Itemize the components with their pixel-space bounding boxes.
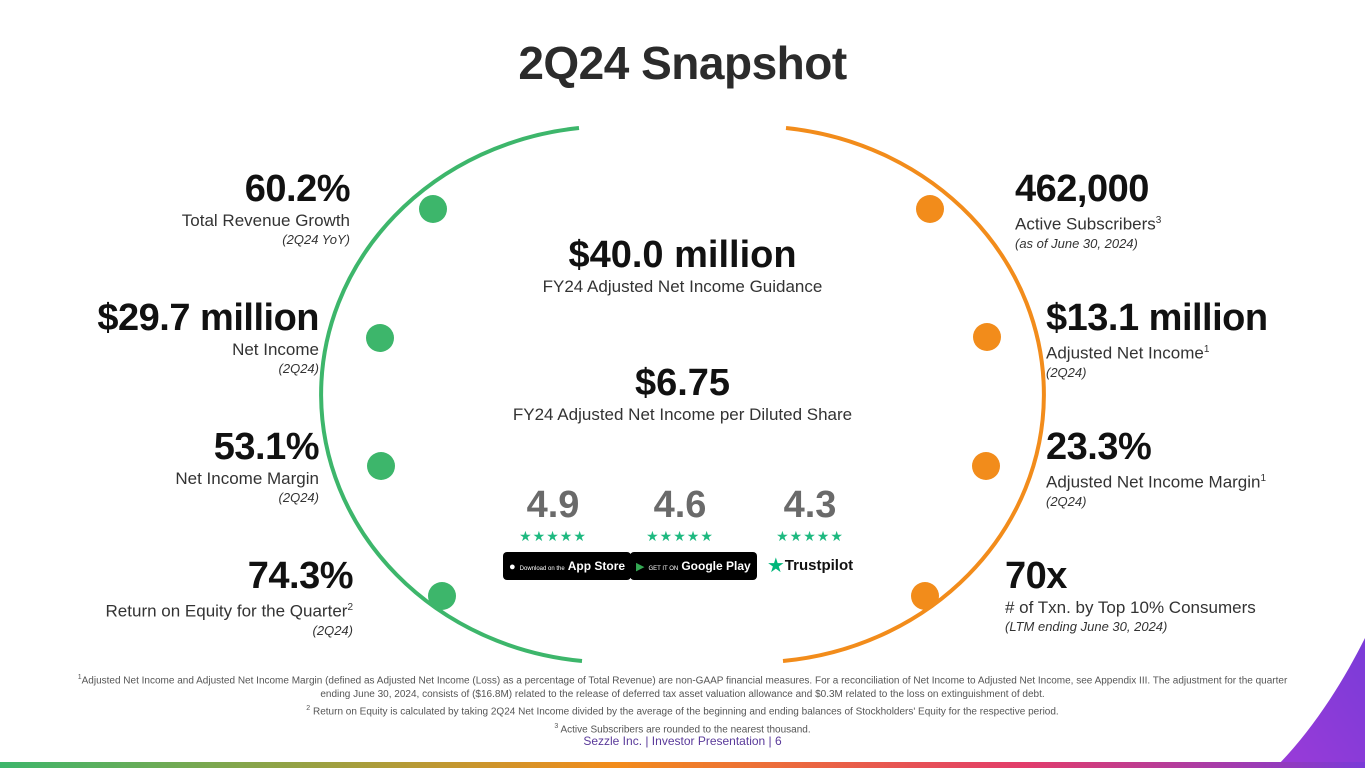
rating-value: 4.9 bbox=[526, 484, 580, 526]
footnote-ref: 3 bbox=[1155, 215, 1162, 226]
metric-label: Net Income Margin bbox=[175, 469, 319, 488]
orange-arc bbox=[782, 126, 1046, 663]
metric-note: (2Q24) bbox=[1046, 364, 1087, 380]
orange-dot bbox=[916, 195, 944, 223]
metric-label: Active Subscribers3 bbox=[1015, 214, 1162, 234]
footnotes: 1Adjusted Net Income and Adjusted Net In… bbox=[70, 671, 1295, 737]
metric-note: (as of June 30, 2024) bbox=[1015, 235, 1138, 251]
metric-value: $13.1 million bbox=[1046, 297, 1268, 339]
metric-net-income-margin: 53.1% Net Income Margin (2Q24) bbox=[0, 426, 319, 506]
metric-value: 60.2% bbox=[244, 168, 351, 210]
metric-note: (LTM ending June 30, 2024) bbox=[1005, 619, 1168, 634]
metric-adjusted-net-income: $13.1 million Adjusted Net Income1 (2Q24… bbox=[1046, 297, 1365, 381]
metric-revenue-growth: 60.2% Total Revenue Growth (2Q24 YoY) bbox=[0, 168, 351, 248]
metric-txn-top-consumers: 70x # of Txn. by Top 10% Consumers (LTM … bbox=[1005, 555, 1345, 635]
guidance-net-income: $40.0 million FY24 Adjusted Net Income G… bbox=[430, 234, 935, 298]
trustpilot-star-icon: ★ bbox=[766, 555, 785, 577]
guidance-value: $40.0 million bbox=[568, 234, 797, 276]
orange-dot bbox=[911, 582, 939, 610]
metric-value: 53.1% bbox=[213, 426, 320, 468]
footnote-ref: 1 bbox=[1203, 344, 1210, 355]
metric-value: 74.3% bbox=[247, 555, 354, 597]
footnote-2: 2 Return on Equity is calculated by taki… bbox=[306, 705, 1059, 718]
metric-label: Adjusted Net Income1 bbox=[1046, 343, 1210, 363]
metric-note: (2Q24) bbox=[278, 361, 319, 376]
page-footer: Sezzle Inc. | Investor Presentation | 6 bbox=[583, 734, 782, 748]
green-dot bbox=[367, 452, 395, 480]
metric-label: Return on Equity for the Quarter2 bbox=[105, 601, 353, 621]
footnote-ref: 2 bbox=[347, 602, 353, 613]
guidance-label: FY24 Adjusted Net Income Guidance bbox=[542, 277, 823, 296]
metric-value: 23.3% bbox=[1046, 426, 1152, 468]
metric-note: (2Q24) bbox=[312, 622, 353, 638]
page-title: 2Q24 Snapshot bbox=[518, 37, 847, 89]
metric-label: Total Revenue Growth bbox=[181, 211, 350, 230]
rating-stars: ★★★★★ bbox=[646, 528, 714, 544]
green-dot bbox=[428, 582, 456, 610]
metric-label: Net Income bbox=[232, 340, 319, 359]
google-play-icon: ▶ bbox=[636, 561, 645, 573]
metric-note: (2Q24) bbox=[278, 490, 319, 505]
green-arc bbox=[319, 126, 583, 663]
rating-stars: ★★★★★ bbox=[776, 528, 844, 544]
guidance-per-share: $6.75 FY24 Adjusted Net Income per Dilut… bbox=[430, 362, 935, 426]
metric-label: # of Txn. by Top 10% Consumers bbox=[1005, 598, 1256, 617]
guidance-label: FY24 Adjusted Net Income per Diluted Sha… bbox=[512, 405, 853, 424]
metric-adjusted-net-income-margin: 23.3% Adjusted Net Income Margin1 (2Q24) bbox=[1046, 426, 1346, 510]
corner-swoosh bbox=[1275, 638, 1365, 768]
orange-dot bbox=[973, 323, 1001, 351]
metric-value: $29.7 million bbox=[97, 297, 319, 339]
apple-icon: ● bbox=[509, 561, 516, 573]
metric-note: (2Q24 YoY) bbox=[282, 232, 350, 247]
footnote-1: 1Adjusted Net Income and Adjusted Net In… bbox=[77, 674, 1288, 701]
green-dot bbox=[366, 324, 394, 352]
metric-net-income: $29.7 million Net Income (2Q24) bbox=[0, 297, 319, 377]
app-store-badge[interactable]: ● Download on the App Store bbox=[503, 552, 632, 580]
metric-value: 70x bbox=[1005, 555, 1067, 597]
rating-app-store: 4.9 ★★★★★ ● Download on the App Store bbox=[503, 484, 632, 580]
footnote-ref: 1 bbox=[1260, 473, 1267, 484]
rating-trustpilot: 4.3 ★★★★★ ★Trustpilot bbox=[760, 484, 860, 580]
orange-dot bbox=[972, 452, 1000, 480]
rating-stars: ★★★★★ bbox=[519, 528, 587, 544]
metric-value: 462,000 bbox=[1015, 168, 1149, 210]
rating-value: 4.3 bbox=[783, 484, 837, 526]
rating-google-play: 4.6 ★★★★★ ▶ GET IT ON Google Play bbox=[630, 484, 757, 580]
guidance-value: $6.75 bbox=[634, 362, 731, 404]
rating-value: 4.6 bbox=[653, 484, 707, 526]
metric-active-subscribers: 462,000 Active Subscribers3 (as of June … bbox=[1015, 168, 1365, 252]
green-dot bbox=[419, 195, 447, 223]
footnote-3: 3 Active Subscribers are rounded to the … bbox=[554, 722, 811, 735]
google-play-badge[interactable]: ▶ GET IT ON Google Play bbox=[630, 552, 757, 580]
metric-return-on-equity: 74.3% Return on Equity for the Quarter2 … bbox=[0, 555, 354, 639]
metric-note: (2Q24) bbox=[1046, 493, 1087, 509]
metric-label: Adjusted Net Income Margin1 bbox=[1046, 472, 1267, 492]
trustpilot-logo[interactable]: ★Trustpilot bbox=[766, 555, 854, 577]
bottom-gradient-bar bbox=[0, 762, 1365, 768]
